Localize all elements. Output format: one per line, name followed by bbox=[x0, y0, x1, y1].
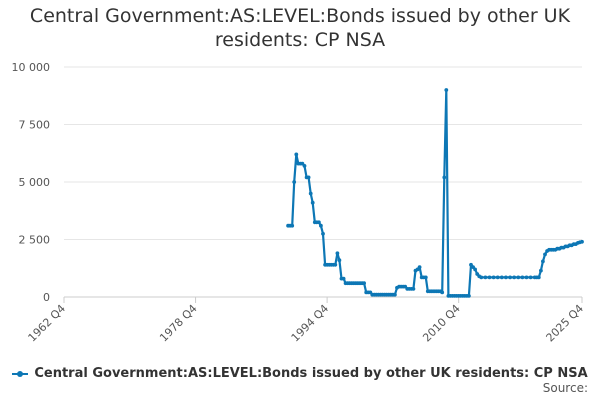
legend[interactable]: Central Government:AS:LEVEL:Bonds issued… bbox=[0, 366, 600, 381]
source-label: Source: bbox=[542, 381, 588, 395]
data-point bbox=[543, 252, 547, 257]
data-point bbox=[491, 275, 496, 280]
data-point bbox=[467, 294, 471, 298]
chart-title-line-2: residents: CP NSA bbox=[214, 29, 386, 51]
data-point bbox=[292, 180, 297, 184]
data-point bbox=[333, 262, 338, 267]
x-tick-label: 2025 Q4 bbox=[544, 302, 587, 345]
data-point bbox=[495, 275, 500, 280]
data-point bbox=[319, 223, 323, 228]
data-point bbox=[541, 259, 545, 264]
data-point bbox=[512, 275, 517, 280]
data-point bbox=[337, 258, 342, 263]
y-tick-label: 2 500 bbox=[19, 234, 51, 247]
data-point bbox=[294, 152, 299, 157]
y-tick-label: 0 bbox=[43, 291, 50, 304]
data-point bbox=[302, 164, 307, 168]
legend-marker-icon bbox=[12, 370, 29, 377]
data-point bbox=[444, 88, 449, 92]
y-tick-label: 5 000 bbox=[19, 176, 51, 189]
data-point bbox=[539, 268, 543, 273]
x-tick-label: 2010 Q4 bbox=[420, 302, 463, 345]
chart-title: Central Government:AS:LEVEL:Bonds issued… bbox=[0, 4, 600, 52]
data-point bbox=[321, 231, 325, 236]
data-point bbox=[335, 251, 340, 256]
data-point bbox=[417, 265, 422, 269]
data-point bbox=[393, 292, 397, 297]
x-tick-label: 1978 Q4 bbox=[157, 302, 200, 345]
data-point bbox=[362, 281, 366, 286]
data-point bbox=[423, 275, 428, 280]
data-point bbox=[504, 275, 508, 280]
x-axis: 1962 Q4 1978 Q4 1994 Q4 2010 Q4 2025 Q4 bbox=[26, 297, 587, 345]
data-point bbox=[528, 275, 533, 280]
data-point bbox=[520, 275, 525, 280]
data-point bbox=[516, 275, 521, 280]
gridlines bbox=[64, 66, 582, 298]
data-point bbox=[341, 276, 346, 281]
data-point bbox=[306, 175, 311, 180]
data-point bbox=[308, 191, 313, 196]
data-point bbox=[487, 275, 492, 280]
data-point bbox=[442, 175, 447, 180]
y-tick-label: 7 500 bbox=[19, 119, 51, 132]
data-point bbox=[440, 290, 445, 295]
data-point bbox=[411, 287, 416, 291]
data-point bbox=[479, 275, 484, 280]
data-point bbox=[483, 275, 488, 280]
data-point bbox=[290, 223, 295, 228]
y-tick-label: 10 000 bbox=[12, 61, 51, 74]
x-tick-label: 1994 Q4 bbox=[289, 302, 332, 345]
data-point bbox=[536, 275, 541, 280]
data-point bbox=[508, 275, 512, 280]
data-point bbox=[473, 267, 477, 272]
chart-title-line-1: Central Government:AS:LEVEL:Bonds issued… bbox=[29, 5, 571, 27]
x-tick-label: 1962 Q4 bbox=[26, 302, 69, 345]
data-point bbox=[580, 239, 584, 244]
data-point bbox=[310, 200, 315, 205]
y-axis: 0 2 500 5 000 7 500 10 000 bbox=[12, 61, 51, 304]
legend-label: Central Government:AS:LEVEL:Bonds issued… bbox=[34, 366, 588, 381]
data-point bbox=[524, 275, 529, 280]
data-point bbox=[317, 220, 321, 225]
data-point bbox=[499, 275, 504, 280]
series-layer bbox=[286, 88, 584, 298]
